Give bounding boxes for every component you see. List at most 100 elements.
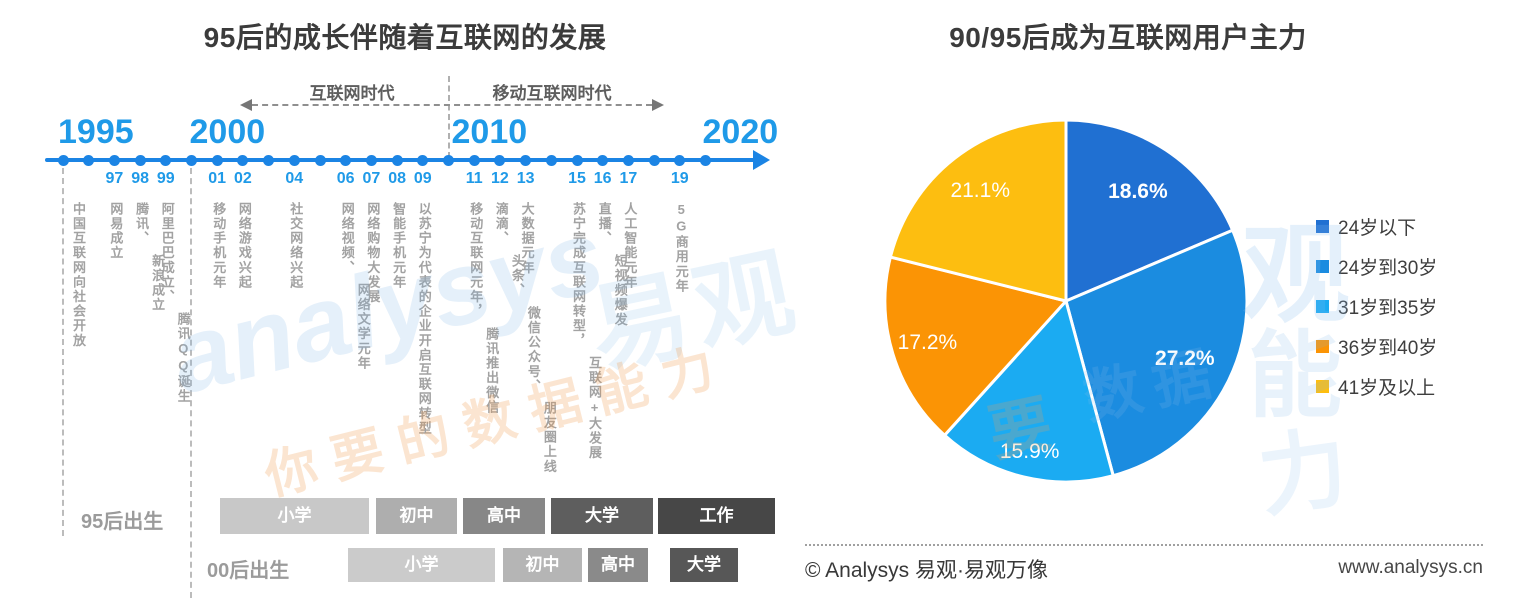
minor-year-label-07: 07 [362,170,381,187]
website-link[interactable]: www.analysys.cn [1338,557,1483,578]
event-text-1998: 新浪成立 [150,253,166,313]
timeline-dot-2007 [365,155,377,166]
event-text-2011: 移动互联网元年， [468,202,484,319]
pie-slice-0 [1064,118,1235,303]
year-label-1995: 1995 [58,113,134,151]
timeline-dot-1999 [160,155,172,166]
event-text-1997: 网易成立 [108,202,124,261]
event-text-2012: 朋友圈上线 [541,401,557,475]
year-label-2000: 2000 [189,113,266,151]
timeline-dot-2002 [237,155,249,166]
minor-year-label-08: 08 [388,170,406,187]
event-text-2015: 苏宁完成互联网转型， [571,202,586,348]
timeline-dot-2008 [391,155,403,166]
timeline-dot-2003 [263,155,275,166]
minor-year-label-09: 09 [413,170,432,187]
event-text-2008: 智能手机元年 [391,202,407,290]
timeline-dot-2005 [314,155,326,166]
legend-item-3: 36岁到40岁 [1316,326,1437,366]
minor-year-label-15: 15 [568,170,586,187]
event-text-1998: 腾讯、 [134,202,150,246]
timeline-dot-2020 [700,155,711,166]
education-stage-bar: 大学 [551,498,653,534]
timeline-dot-1995 [57,155,69,166]
timeline-dot-2006 [340,155,352,166]
event-text-2011: 腾讯推出微信 [484,326,500,415]
pie-slice-1 [1064,228,1249,478]
event-text-2012: 微信公众号、 [525,305,541,394]
event-text-2013: 大数据元年 [519,202,535,275]
dashed-guide-2010 [448,76,450,158]
education-stage-bar: 小学 [348,548,495,582]
education-stage-bar: 小学 [220,498,369,534]
event-text-2019: 5G商用元年 [673,202,689,294]
birth-cohort-label-1: 00后出生 [207,560,290,582]
event-text-2012: 头条、 [509,253,525,298]
event-text-1999: 腾讯QQ诞生 [175,312,191,404]
timeline-dot-2018 [648,155,660,166]
minor-year-label-06: 06 [336,170,355,187]
legend-item-4: 41岁及以上 [1316,366,1435,406]
event-text-2016: 短视频爆发 [612,253,628,327]
education-stage-bar: 高中 [463,498,545,534]
event-text-2017: 人工智能元年 [622,202,638,290]
minor-year-label-13: 13 [516,170,535,187]
timeline-dot-2004 [288,155,300,166]
minor-year-label-19: 19 [670,170,689,187]
education-stage-bar: 工作 [658,498,775,534]
timeline-chart-title: 95后的成长伴随着互联网的发展 [203,22,607,53]
event-text-1995: 中国互联网向社会开放 [71,202,86,348]
event-text-2012: 滴滴、 [493,202,509,246]
timeline-arrowhead-icon [753,150,770,170]
footer-divider [805,544,1483,546]
minor-year-label-16: 16 [593,170,612,187]
timeline-dot-2009 [417,155,429,166]
minor-year-label-02: 02 [233,170,252,187]
event-text-2015: 互联网+大发展 [587,356,602,461]
timeline-dot-2001 [211,155,223,166]
watermark-text: analysys [160,197,615,417]
event-text-2002: 网络游戏兴起 [236,202,252,290]
year-label-2010: 2010 [451,113,528,151]
legend-label: 24岁到30岁 [1338,257,1438,279]
era-label-internet: 互联网时代 [309,84,395,103]
year-label-2020: 2020 [702,113,779,151]
education-stage-bar: 初中 [376,498,457,534]
timeline-dot-2014 [545,155,557,166]
event-text-2009: 以苏宁为代表的企业开启互联网转型 [416,202,432,436]
legend-label: 41岁及以上 [1338,377,1436,399]
timeline-dot-2016 [597,155,609,166]
timeline-dot-2019 [674,155,686,166]
minor-year-label-11: 11 [465,170,483,187]
watermark-text: 力 [1252,417,1354,528]
legend-item-1: 24岁到30岁 [1316,246,1437,286]
pie-chart [883,118,1249,484]
pie-slice-3 [883,255,1068,437]
pie-slice-2 [943,299,1115,484]
legend-item-0: 24岁以下 [1316,206,1416,246]
legend-swatch-icon [1316,299,1329,313]
dashed-guide-1995 [62,168,64,536]
pie-value-label-3: 17.2% [897,331,958,355]
event-text-2006: 网络视频、 [339,202,355,275]
legend-label: 36岁到40岁 [1338,337,1438,359]
era-arrow-line [252,104,652,106]
legend-swatch-icon [1316,339,1329,353]
legend-item-2: 31岁到35岁 [1316,286,1437,326]
era-arrow-left-icon [240,99,252,111]
event-text-2016: 直播、 [596,202,612,246]
minor-year-label-01: 01 [208,170,227,187]
dashed-guide-2000 [190,168,192,598]
legend-label: 31岁到35岁 [1338,297,1438,319]
minor-year-label-12: 12 [490,170,509,187]
education-stage-bar: 高中 [588,548,648,582]
event-text-2006: 网络文学元年 [355,283,371,371]
era-label-mobile-internet: 移动互联网时代 [492,84,612,103]
event-text-2007: 网络购物大发展 [365,202,381,305]
event-text-2004: 社交网络兴起 [288,202,304,290]
legend-swatch-icon [1316,219,1329,233]
minor-year-label-99: 99 [156,170,175,187]
timeline-dot-2010 [443,155,454,166]
timeline-dot-2013 [520,155,532,166]
